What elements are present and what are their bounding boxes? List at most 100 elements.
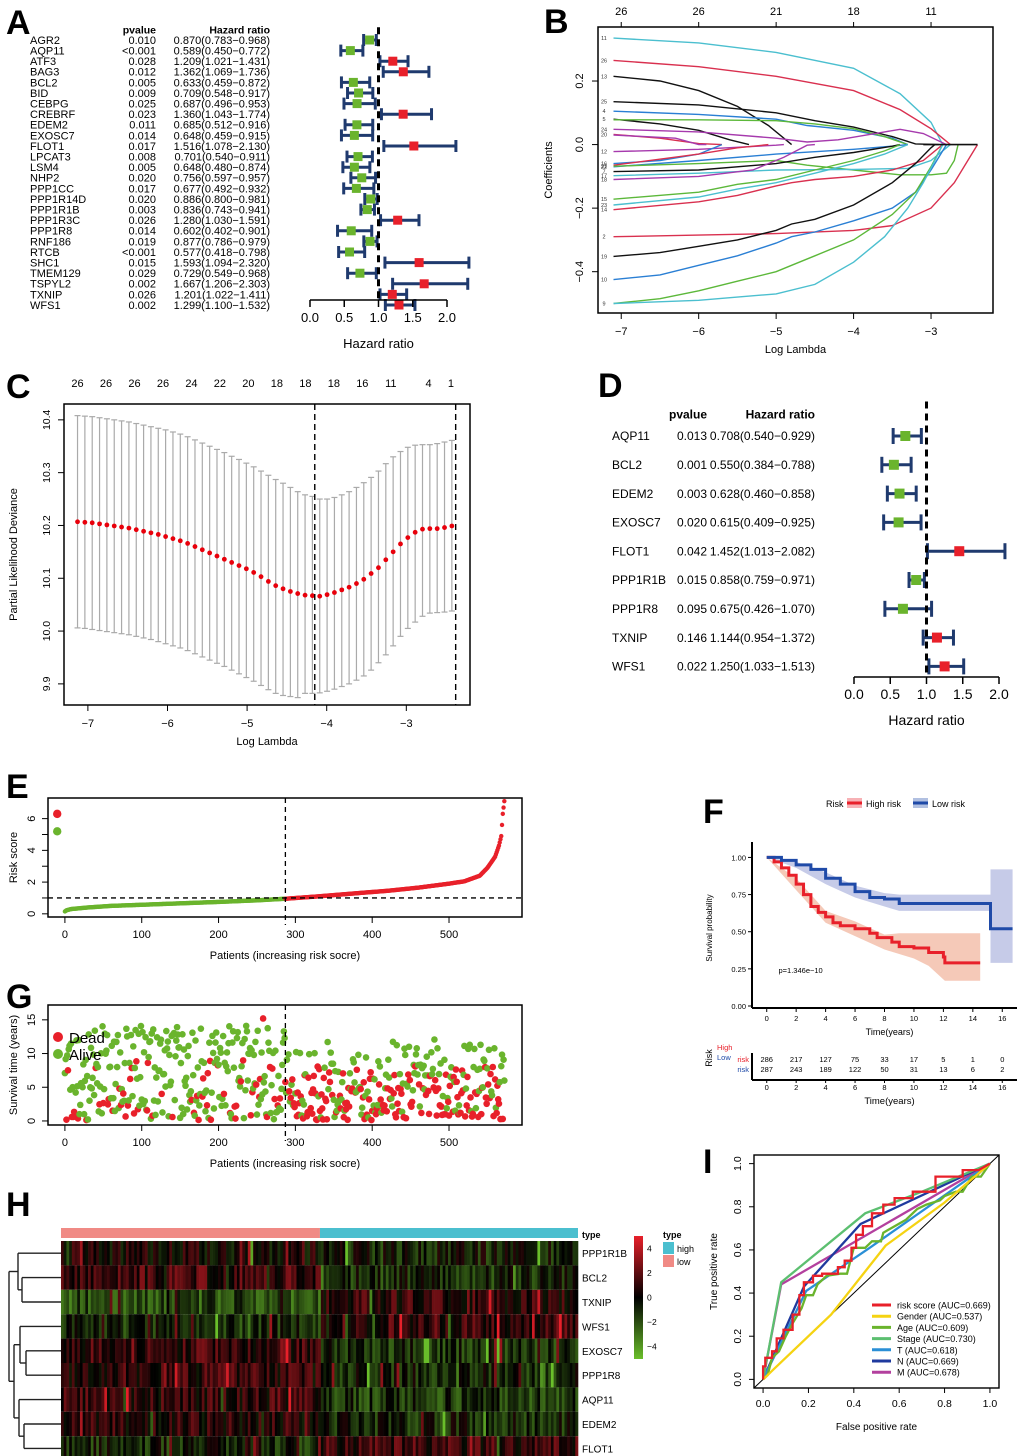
heatmap-cell [569, 1411, 573, 1437]
hazard-ratio-text: 0.633(0.459−0.872) [174, 77, 270, 89]
heatmap-cell [356, 1241, 360, 1266]
heatmap-cell [431, 1387, 435, 1412]
heatmap-cell [569, 1436, 573, 1456]
heatmap-cell [177, 1436, 181, 1456]
heatmap-cell [491, 1289, 495, 1315]
heatmap-cell [418, 1411, 422, 1437]
heatmap-cell [209, 1314, 213, 1339]
dead-point [452, 1066, 460, 1073]
heatmap-cell [155, 1241, 159, 1266]
heatmap-cell [358, 1265, 362, 1290]
heatmap-cell [131, 1265, 135, 1290]
alive-point [428, 1049, 435, 1056]
heatmap-cell [513, 1436, 517, 1456]
heatmap-cell [429, 1363, 433, 1388]
heatmap-cell [204, 1241, 208, 1266]
alive-point [160, 1070, 168, 1078]
heatmap-cell [136, 1436, 140, 1456]
alive-point [91, 1027, 99, 1035]
heatmap-cell [448, 1314, 452, 1339]
heatmap-cell [437, 1411, 441, 1437]
alive-point [243, 1028, 251, 1035]
heatmap-cell [217, 1387, 222, 1412]
dead-point [461, 1113, 469, 1120]
heatmap-cell [247, 1241, 251, 1266]
heatmap-cell [426, 1387, 430, 1412]
heatmap-cell [136, 1338, 140, 1363]
plot-frame [47, 797, 523, 918]
gene-label: FLOT1 [582, 1444, 614, 1455]
heatmap-cell [98, 1289, 102, 1315]
y-tick-label: 10.4 [41, 409, 53, 430]
hazard-ratio-text: 0.709(0.548−0.917) [174, 88, 270, 100]
heatmap-cell [488, 1314, 492, 1339]
heatmap-cell [291, 1436, 295, 1456]
heatmap-cell [180, 1289, 184, 1315]
path-label: 15 [601, 197, 607, 203]
pvalue-text: 0.026 [128, 289, 156, 301]
dead-point [357, 1085, 364, 1093]
y-tick-label: 10.2 [41, 515, 53, 536]
dead-point [119, 1090, 127, 1097]
heatmap-cell [79, 1436, 83, 1456]
hr-point [352, 99, 362, 109]
plot-frame [753, 1154, 1000, 1389]
plot-frame [47, 1004, 523, 1126]
legend-label: High risk [866, 799, 902, 809]
heatmap-cell [559, 1436, 563, 1456]
heatmap-cell [507, 1241, 511, 1266]
heatmap-cell [223, 1387, 227, 1412]
y-tick-label: 0.2 [574, 73, 586, 88]
heatmap-cell [147, 1387, 151, 1412]
hazard-ratio-text: 1.201(1.022−1.411) [174, 289, 270, 301]
heatmap-cell [347, 1436, 351, 1456]
risk-group-label: High [717, 1043, 732, 1052]
dead-point [484, 1081, 492, 1088]
heatmap-cell [415, 1436, 419, 1456]
gene-label: AQP11 [612, 429, 650, 443]
heatmap-cell [82, 1436, 86, 1456]
heatmap-cell [115, 1436, 119, 1456]
heatmap-cell [171, 1411, 175, 1437]
dead-point [269, 1065, 276, 1072]
panel-label: C [6, 368, 31, 406]
heatmap-cell [345, 1338, 349, 1363]
path-label: 20 [601, 132, 607, 138]
dead-point [418, 1109, 425, 1117]
y-tick-label: 0.8 [732, 1199, 744, 1214]
x-tick-label: 1.5 [404, 310, 422, 325]
heatmap-cell [461, 1363, 465, 1388]
heatmap-cell [96, 1265, 100, 1290]
heatmap-cell [504, 1436, 508, 1456]
heatmap-cell [494, 1363, 498, 1388]
heatmap-cell [293, 1436, 297, 1456]
heatmap-cell [117, 1387, 121, 1412]
x-tick-label: 0.0 [844, 686, 864, 702]
heatmap-cell [415, 1314, 419, 1339]
x-tick-label: 16 [998, 1014, 1006, 1023]
heatmap-cell [320, 1411, 324, 1437]
heatmap-cell [523, 1265, 527, 1290]
heatmap-cell [234, 1338, 238, 1363]
heatmap-cell [510, 1363, 514, 1388]
heatmap-cell [212, 1411, 216, 1437]
y-axis-label: Partial Likelihood Deviance [8, 488, 20, 621]
dead-point [237, 1078, 245, 1085]
pvalue-text: 0.011 [129, 120, 156, 132]
heatmap-cell [98, 1265, 102, 1290]
alive-point [376, 1063, 384, 1070]
heatmap-cell [296, 1338, 300, 1363]
heatmap-cell [280, 1314, 284, 1339]
cv-point [191, 439, 198, 655]
heatmap-cell [315, 1387, 319, 1412]
alive-point [388, 1095, 395, 1102]
heatmap-cell [331, 1314, 335, 1339]
heatmap-cell [504, 1289, 508, 1315]
heatmap-cell [396, 1265, 400, 1290]
heatmap-cell [269, 1411, 273, 1437]
roc-curve [762, 1162, 991, 1381]
heatmap-cell [467, 1314, 471, 1339]
hazard-ratio-text: 1.362(1.069−1.736) [174, 67, 270, 79]
heatmap-cell [74, 1363, 78, 1388]
heatmap-cell [396, 1241, 400, 1266]
